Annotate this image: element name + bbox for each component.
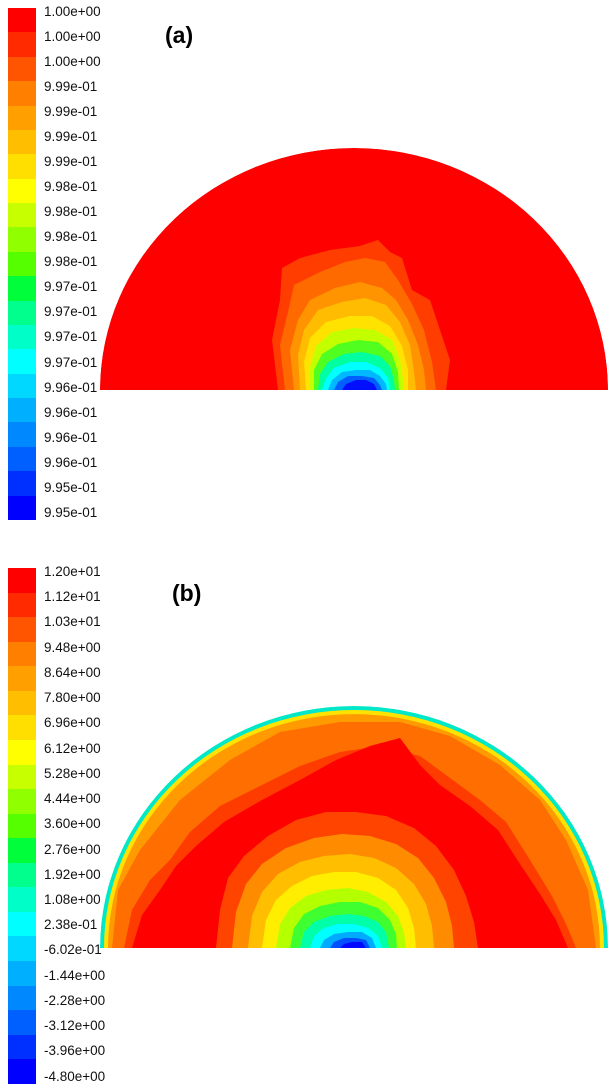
colorbar-swatch (8, 641, 36, 667)
colorbar-label: 1.00e+00 (44, 54, 101, 70)
colorbar-label: 8.64e+00 (44, 664, 101, 680)
colorbar-swatch (8, 471, 36, 496)
colorbar-swatch (8, 764, 36, 790)
colorbar-swatch (8, 739, 36, 765)
colorbar-swatch (8, 81, 36, 106)
colorbar-label: 9.97e-01 (44, 279, 98, 295)
colorbar-label: 9.97e-01 (44, 329, 98, 345)
colorbar-label: 9.98e-01 (44, 254, 98, 270)
colorbar-label: 1.08e+00 (44, 892, 101, 907)
colorbar-swatch (8, 666, 36, 691)
colorbar-label: 2.76e+00 (44, 841, 101, 857)
colorbar-label: -3.12e+00 (44, 1018, 106, 1034)
colorbar-label: 9.96e-01 (44, 429, 98, 445)
colorbar-label: 6.96e+00 (44, 715, 101, 731)
colorbar-swatch (8, 446, 36, 472)
colorbar-swatch (8, 422, 36, 447)
colorbar-label: 7.80e+00 (44, 690, 101, 706)
colorbar-label: 2.38e-01 (44, 917, 98, 933)
colorbar-swatch (8, 276, 36, 301)
colorbar-label: 3.60e+00 (44, 816, 101, 832)
contour-plot-b (100, 706, 608, 948)
colorbar-swatch (8, 617, 36, 642)
colorbar-label: 1.00e+00 (44, 4, 101, 19)
colorbar-swatch (8, 911, 36, 937)
colorbar-swatch (8, 300, 36, 325)
colorbar-swatch (8, 887, 36, 912)
colorbar-swatch (8, 178, 36, 203)
colorbar-swatch (8, 690, 36, 716)
colorbar-swatch (8, 105, 36, 130)
colorbar-label: 4.44e+00 (44, 791, 101, 807)
colorbar-swatch (8, 8, 36, 33)
colorbar-label: 1.03e+01 (44, 614, 101, 630)
colorbar-swatch (8, 568, 36, 593)
colorbar-label: -2.28e+00 (44, 992, 106, 1008)
colorbar-label: -4.80e+00 (44, 1068, 106, 1084)
colorbar-label: 9.97e-01 (44, 304, 98, 320)
colorbar-label: 9.99e-01 (44, 129, 98, 145)
colorbar-label: -6.02e-01 (44, 942, 102, 958)
contour-field-b (100, 706, 608, 948)
colorbar-label: 9.98e-01 (44, 204, 98, 220)
colorbar-swatch (8, 398, 36, 423)
colorbar-swatch (8, 961, 36, 986)
contour-field-a (100, 148, 608, 390)
colorbar-swatch (8, 1034, 36, 1060)
colorbar-label: 1.12e+01 (44, 589, 101, 605)
colorbar-label: 1.20e+01 (44, 564, 101, 579)
colorbar-label: 9.96e-01 (44, 379, 98, 395)
colorbar-swatch (8, 715, 36, 740)
colorbar-label: 1.00e+00 (44, 29, 101, 45)
colorbar-label: 5.28e+00 (44, 765, 101, 781)
colorbar-swatch (8, 203, 36, 228)
colorbar-swatch (8, 129, 36, 155)
colorbar-label: 9.95e-01 (44, 504, 98, 520)
colorbar-label: 9.98e-01 (44, 229, 98, 245)
colorbar-label: 6.12e+00 (44, 740, 101, 756)
colorbar-label: 9.97e-01 (44, 354, 98, 370)
colorbar-swatch (8, 862, 36, 888)
colorbar-swatch (8, 32, 36, 57)
colorbar-swatch (8, 1059, 36, 1084)
colorbar-swatch (8, 838, 36, 863)
colorbar-swatch (8, 495, 36, 520)
colorbar-label: -1.44e+00 (44, 967, 106, 983)
colorbar-swatch (8, 227, 36, 252)
colorbar-label: 9.99e-01 (44, 79, 98, 95)
panel-title-b: (b) (172, 580, 202, 606)
colorbar-swatch (8, 251, 36, 277)
colorbar-swatch (8, 1010, 36, 1035)
colorbar-label: 9.96e-01 (44, 454, 98, 470)
colorbar-swatch (8, 813, 36, 839)
colorbar-swatch (8, 789, 36, 814)
colorbar-swatch (8, 349, 36, 374)
panel-title-a: (a) (165, 22, 194, 48)
colorbar-swatch (8, 592, 36, 618)
colorbar-label: -3.96e+00 (44, 1043, 106, 1059)
colorbar-label: 9.95e-01 (44, 479, 98, 495)
colorbar-label: 9.98e-01 (44, 179, 98, 195)
colorbar-swatch (8, 324, 36, 350)
colorbar-a (8, 8, 36, 520)
colorbar-swatch (8, 56, 36, 82)
colorbar-swatch (8, 985, 36, 1011)
colorbar-swatch (8, 936, 36, 961)
colorbar-label: 9.48e+00 (44, 639, 101, 655)
colorbar-label: 9.99e-01 (44, 154, 98, 170)
contour-plot-a (100, 148, 608, 390)
contour-panel-a: 1.00e+00 1.00e+00 1.00e+00 9.99e-01 9.99e-01… (0, 0, 609, 530)
colorbar-swatch (8, 154, 36, 179)
colorbar-b (8, 568, 36, 1084)
colorbar-label: 1.92e+00 (44, 866, 101, 882)
colorbar-swatch (8, 373, 36, 398)
colorbar-label: 9.96e-01 (44, 404, 98, 420)
colorbar-label: 9.99e-01 (44, 104, 98, 120)
contour-panel-b: 1.20e+01 1.12e+01 1.03e+01 9.48e+00 8.64e+00… (0, 560, 609, 1091)
